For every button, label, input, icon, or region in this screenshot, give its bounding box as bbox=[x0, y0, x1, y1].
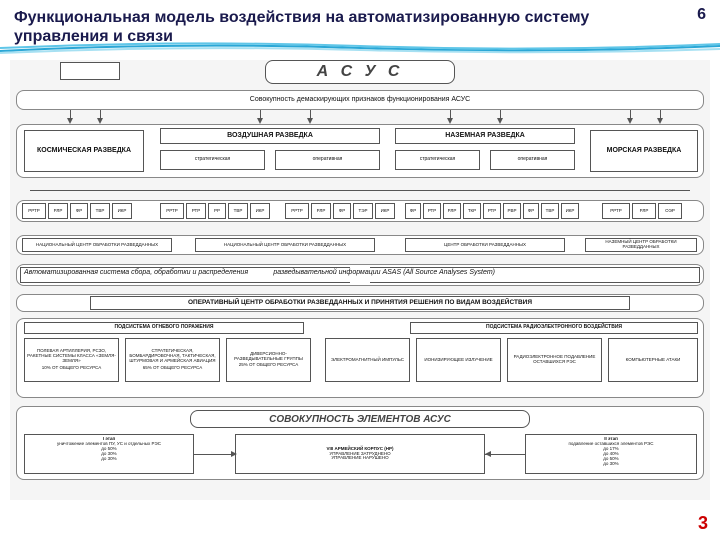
code: ТЭР bbox=[353, 203, 373, 219]
wave-decoration bbox=[0, 42, 720, 54]
code: ФР bbox=[405, 203, 421, 219]
page-number-bottom: 3 bbox=[698, 513, 708, 534]
ground-strategic: стратегическая bbox=[395, 150, 480, 170]
stage-2: II этап подавление оставшихся элементов … bbox=[525, 434, 697, 474]
means-7: КОМПЬЮТЕРНЫЕ АТАКИ bbox=[608, 338, 698, 382]
stage-1: I этап уничтожение элементов ПУ, УС и от… bbox=[24, 434, 194, 474]
means-1-text: ПОЛЕВАЯ АРТИЛЛЕРИЯ, РСЗО, РАКЕТНЫЕ СИСТЕ… bbox=[27, 349, 116, 364]
corps-box: VIII АРМЕЙСКИЙ КОРПУС (НР) УПРАВЛЕНИЕ ЗА… bbox=[235, 434, 485, 474]
means-5: ИОНИЗИРУЮЩЕЕ ИЗЛУЧЕНИЕ bbox=[416, 338, 501, 382]
means-3: ДИВЕРСИОННО-РАЗВЕДЫВАТЕЛЬНЫЕ ГРУППЫ 25% … bbox=[226, 338, 311, 382]
means-6: РАДИОЭЛЕКТРОННОЕ ПОДАВЛЕНИЕ ОСТАВШИХСЯ Р… bbox=[507, 338, 602, 382]
stage-2-p: до 17% до 40% до 50% до 30% bbox=[603, 447, 618, 467]
code: ТВР bbox=[541, 203, 559, 219]
means-3-text: ДИВЕРСИОННО-РАЗВЕДЫВАТЕЛЬНЫЕ ГРУППЫ bbox=[229, 352, 308, 362]
page-number-top: 6 bbox=[697, 6, 706, 24]
center-3: ЦЕНТР ОБРАБОТКИ РАЗВЕДДАННЫХ bbox=[405, 238, 565, 252]
means-4: ЭЛЕКТРОМАГНИТНЫЙ ИМПУЛЬС bbox=[325, 338, 410, 382]
code: ИКР bbox=[375, 203, 395, 219]
center-1: НАЦИОНАЛЬНЫЙ ЦЕНТР ОБРАБОТКИ РАЗВЕДДАННЫ… bbox=[22, 238, 172, 252]
means-2-text: СТРАТЕГИЧЕСКАЯ, БОМБАРДИРОВОЧНАЯ, ТАКТИЧ… bbox=[128, 349, 217, 364]
code: РРТР bbox=[160, 203, 184, 219]
code: ФР bbox=[70, 203, 88, 219]
means-2: СТРАТЕГИЧЕСКАЯ, БОМБАРДИРОВОЧНАЯ, ТАКТИЧ… bbox=[125, 338, 220, 382]
ground-operative: оперативная bbox=[490, 150, 575, 170]
center-4: НАЗЕМНЫЙ ЦЕНТР ОБРАБОТКИ РАЗВЕДДАННЫХ bbox=[585, 238, 697, 252]
means-1-pct: 10% ОТ ОБЩЕГО РЕСУРСА bbox=[42, 366, 101, 371]
means-1: ПОЛЕВАЯ АРТИЛЛЕРИЯ, РСЗО, РАКЕТНЫЕ СИСТЕ… bbox=[24, 338, 119, 382]
space-recon: КОСМИЧЕСКАЯ РАЗВЕДКА bbox=[24, 130, 144, 172]
code: ИКР bbox=[112, 203, 132, 219]
means-2-pct: 65% ОТ ОБЩЕГО РЕСУРСА bbox=[143, 366, 202, 371]
code: ФР bbox=[333, 203, 351, 219]
code: РЛР bbox=[443, 203, 461, 219]
subsystem-radio: ПОДСИСТЕМА РАДИОЭЛЕКТРОННОГО ВОЗДЕЙСТВИЯ bbox=[410, 322, 698, 334]
code: РРТР bbox=[602, 203, 630, 219]
code: РР bbox=[208, 203, 226, 219]
code: РРТР bbox=[285, 203, 309, 219]
tab-left bbox=[60, 62, 120, 80]
code: ТВР bbox=[90, 203, 110, 219]
features-label: Совокупность демаскирующих признаков фун… bbox=[110, 92, 610, 108]
center-2: НАЦИОНАЛЬНЫЙ ЦЕНТР ОБРАБОТКИ РАЗВЕДДАННЫ… bbox=[195, 238, 375, 252]
code: РЛР bbox=[632, 203, 656, 219]
air-operative: оперативная bbox=[275, 150, 380, 170]
op-center: ОПЕРАТИВНЫЙ ЦЕНТР ОБРАБОТКИ РАЗВЕДДАННЫХ… bbox=[90, 296, 630, 310]
code: ИКР bbox=[561, 203, 579, 219]
code: РЛР bbox=[48, 203, 68, 219]
asas-text: Автоматизированная система сбора, обрабо… bbox=[24, 269, 696, 276]
subsystem-fire: ПОДСИСТЕМА ОГНЕВОГО ПОРАЖЕНИЯ bbox=[24, 322, 304, 334]
asus-title-box: А С У С bbox=[265, 60, 455, 84]
code: ИКР bbox=[250, 203, 270, 219]
code: РТР bbox=[186, 203, 206, 219]
corps-2: УПРАВЛЕНИЕ НАРУШЕНО bbox=[331, 456, 388, 461]
means-3-pct: 25% ОТ ОБЩЕГО РЕСУРСА bbox=[239, 363, 298, 368]
stage-1-p: до 50% до 30% до 30% bbox=[101, 447, 116, 462]
diagram-area: А С У С Совокупность демаскирующих призн… bbox=[10, 60, 710, 500]
code: РРТР bbox=[22, 203, 46, 219]
code: РВР bbox=[503, 203, 521, 219]
air-recon: ВОЗДУШНАЯ РАЗВЕДКА bbox=[160, 128, 380, 144]
code: РТР bbox=[423, 203, 441, 219]
code: РЛР bbox=[311, 203, 331, 219]
code: ТКР bbox=[463, 203, 481, 219]
sea-recon: МОРСКАЯ РАЗВЕДКА bbox=[590, 130, 698, 172]
slide-title: Функциональная модель воздействия на авт… bbox=[14, 8, 654, 46]
code: ФР bbox=[523, 203, 539, 219]
elements-title: СОВОКУПНОСТЬ ЭЛЕМЕНТОВ АСУС bbox=[190, 410, 530, 428]
code: ОЭР bbox=[658, 203, 682, 219]
code: ТВР bbox=[228, 203, 248, 219]
air-strategic: стратегическая bbox=[160, 150, 265, 170]
code: РТР bbox=[483, 203, 501, 219]
ground-recon: НАЗЕМНАЯ РАЗВЕДКА bbox=[395, 128, 575, 144]
